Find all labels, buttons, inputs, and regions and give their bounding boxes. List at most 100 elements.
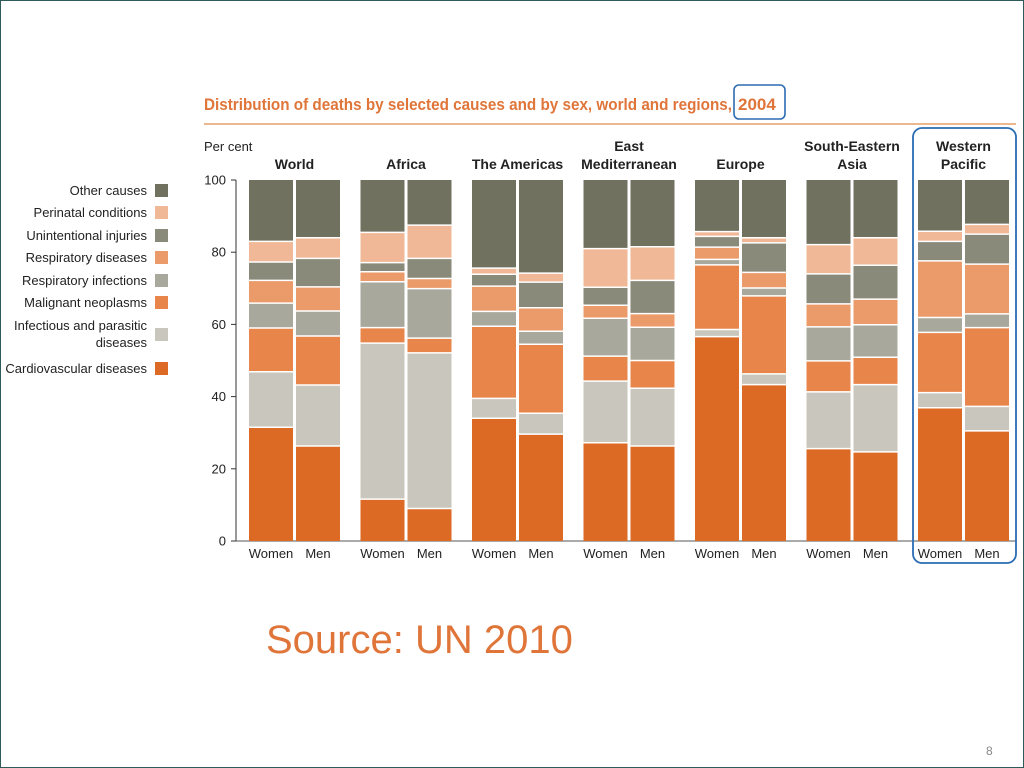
bar-segment bbox=[630, 280, 675, 314]
legend-swatch bbox=[155, 328, 168, 341]
bar-segment bbox=[630, 327, 675, 361]
x-tick-label: Men bbox=[528, 546, 553, 561]
bar-segment bbox=[296, 258, 340, 287]
legend-item: Perinatal conditions bbox=[34, 205, 168, 220]
source-note: Source: UN 2010 bbox=[266, 618, 573, 662]
bar-segment bbox=[583, 305, 628, 319]
bar-segment bbox=[407, 180, 452, 226]
legend-label: Unintentional injuries bbox=[26, 228, 147, 243]
legend-swatch bbox=[155, 184, 168, 197]
legend-label: Other causes bbox=[70, 183, 148, 198]
bar-segment bbox=[472, 274, 516, 287]
bar-segment bbox=[630, 180, 675, 247]
legend-swatch bbox=[155, 296, 168, 309]
bar-segment bbox=[249, 280, 293, 304]
bar-segment bbox=[519, 282, 563, 308]
bar-segment bbox=[360, 180, 405, 233]
legend-swatch bbox=[155, 206, 168, 219]
region-label: The Americas bbox=[472, 156, 564, 172]
bar-segment bbox=[360, 232, 405, 263]
bar-segment bbox=[695, 336, 739, 541]
bar-segment bbox=[806, 360, 851, 392]
y-tick-label: 20 bbox=[212, 461, 226, 476]
x-tick-label: Women bbox=[360, 546, 405, 561]
bar-segment bbox=[519, 434, 563, 541]
bar-segment bbox=[918, 260, 962, 318]
y-tick-label: 40 bbox=[212, 389, 226, 404]
bar-segment bbox=[407, 508, 452, 541]
bar-segment bbox=[519, 413, 563, 435]
region-highlight-box bbox=[912, 127, 1017, 564]
bar-segment bbox=[472, 311, 516, 327]
bar-segment bbox=[965, 313, 1009, 328]
bar-segment bbox=[583, 180, 628, 249]
year-highlight-box bbox=[733, 84, 786, 120]
legend-label: Malignant neoplasms bbox=[24, 295, 147, 310]
x-tick-label: Men bbox=[751, 546, 776, 561]
x-tick-label: Women bbox=[472, 546, 517, 561]
bar-segment bbox=[630, 313, 675, 328]
legend: Other causes Perinatal conditions Unintent… bbox=[5, 183, 168, 376]
bar-segment bbox=[249, 180, 293, 242]
bar-segment bbox=[918, 231, 962, 242]
region-label: Africa bbox=[386, 156, 426, 172]
y-tick-label: 80 bbox=[212, 245, 226, 260]
y-axis-label: Per cent bbox=[204, 139, 253, 154]
y-tick-label: 0 bbox=[219, 534, 226, 549]
y-tick-label: 100 bbox=[204, 173, 226, 188]
bar-segment bbox=[853, 299, 898, 325]
bar-segment bbox=[918, 317, 962, 333]
region-label: Western bbox=[936, 138, 991, 154]
bar-segment bbox=[630, 446, 675, 541]
bar-segment bbox=[806, 273, 851, 304]
bar-segment bbox=[630, 388, 675, 447]
bar-segment bbox=[360, 327, 405, 344]
bar-segment bbox=[407, 352, 452, 509]
chart-title-year: 2004 bbox=[738, 95, 776, 114]
bar-segment bbox=[249, 371, 293, 428]
bar-segment bbox=[965, 327, 1009, 407]
x-tick-label: Men bbox=[863, 546, 888, 561]
bars-layer bbox=[249, 180, 1009, 541]
legend-item: Respiratory infections bbox=[22, 273, 168, 288]
region-label: Asia bbox=[837, 156, 867, 172]
bar-segment bbox=[806, 244, 851, 274]
bar-segment bbox=[965, 430, 1009, 541]
legend-swatch bbox=[155, 362, 168, 375]
legend-swatch bbox=[155, 229, 168, 242]
x-tick-label: Men bbox=[417, 546, 442, 561]
bar-segment bbox=[918, 241, 962, 261]
bar-segment bbox=[360, 271, 405, 282]
bar-segment bbox=[695, 180, 739, 232]
bar-segment bbox=[742, 180, 786, 238]
bar-segment bbox=[519, 307, 563, 332]
bar-segment bbox=[965, 180, 1009, 225]
bar-segment bbox=[853, 451, 898, 541]
bar-segment bbox=[695, 236, 739, 248]
bar-segment bbox=[249, 328, 293, 372]
bar-segment bbox=[296, 311, 340, 336]
bar-segment bbox=[472, 180, 516, 269]
x-tick-label: Women bbox=[918, 546, 963, 561]
bar-segment bbox=[249, 261, 293, 281]
bar-segment bbox=[407, 338, 452, 353]
x-tick-label: Men bbox=[305, 546, 330, 561]
bar-segment bbox=[519, 273, 563, 283]
bar-segment bbox=[472, 326, 516, 399]
bar-segment bbox=[519, 331, 563, 345]
x-tick-label: Men bbox=[640, 546, 665, 561]
bar-segment bbox=[296, 385, 340, 447]
legend-item: Other causes bbox=[70, 183, 168, 198]
legend-label: Infectious and parasitic diseases bbox=[14, 318, 147, 350]
bar-segment bbox=[472, 268, 516, 275]
bar-segment bbox=[742, 373, 786, 385]
bar-segment bbox=[853, 265, 898, 300]
y-tick-label: 60 bbox=[212, 317, 226, 332]
bar-segment bbox=[360, 262, 405, 272]
bar-segment bbox=[583, 442, 628, 541]
legend-swatch bbox=[155, 251, 168, 264]
legend-item: Unintentional injuries bbox=[26, 228, 168, 243]
bar-segment bbox=[695, 231, 739, 237]
bar-segment bbox=[296, 286, 340, 312]
